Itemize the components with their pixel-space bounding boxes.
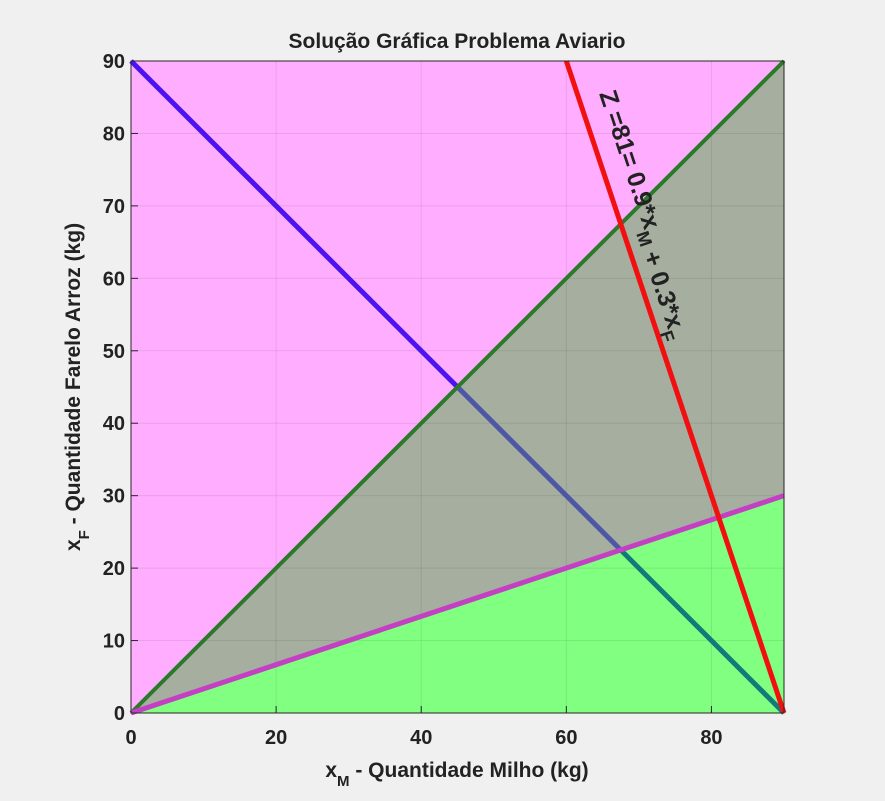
line-xf-equals-xm [129,59,786,715]
x-tick-label-0: 0 [125,727,136,749]
x-tick-label-40: 40 [410,727,432,749]
y-tick-label-20: 20 [103,558,125,580]
line-xm-plus-xf-90-inside [455,385,623,552]
line-xf-third-xm [130,493,785,716]
x-axis-label: xM - Quantidade Milho (kg) [325,759,588,790]
y-tick-label-60: 60 [103,268,125,290]
x-tick-label-80: 80 [700,727,722,749]
y-tick-label-0: 0 [114,703,125,725]
y-tick-label-90: 90 [103,51,125,73]
line-objective-z81 [563,60,787,714]
chart-title: Solução Gráfica Problema Aviario [289,30,626,53]
y-tick-label-50: 50 [103,341,125,363]
constraint-lines [129,59,787,716]
y-tick-label-30: 30 [103,486,125,508]
y-tick-label-80: 80 [103,123,125,145]
y-tick-label-70: 70 [103,196,125,218]
axis-ticks: 0 20 40 60 80 0 10 20 30 40 50 60 70 80 90 [103,51,723,749]
line-xm-plus-xf-90 [129,59,460,389]
x-tick-label-60: 60 [555,727,577,749]
y-tick-label-10: 10 [103,631,125,653]
x-tick-label-20: 20 [265,727,287,749]
y-tick-label-40: 40 [103,413,125,435]
y-axis-label: xF - Quantidade Farelo Arroz (kg) [62,223,93,551]
plot-frame [130,60,785,714]
line-xm-plus-xf-90-lower [618,548,786,715]
grid-lines [130,60,784,714]
